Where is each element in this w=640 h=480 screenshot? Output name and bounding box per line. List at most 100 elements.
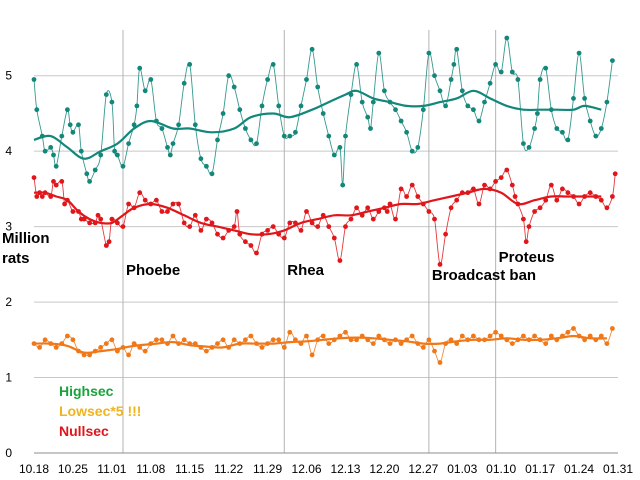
data-point: [498, 175, 504, 181]
data-point: [51, 152, 56, 158]
data-point: [571, 194, 576, 199]
data-point: [181, 220, 187, 226]
data-point: [237, 107, 243, 113]
data-point: [331, 235, 337, 241]
data-point: [548, 333, 554, 339]
data-point: [509, 182, 515, 188]
data-point: [170, 333, 176, 339]
data-point: [420, 345, 426, 350]
data-point: [259, 345, 265, 350]
data-point: [487, 333, 493, 339]
x-tick-label: 11.08: [136, 462, 165, 476]
data-point: [610, 194, 615, 199]
data-point: [70, 129, 76, 135]
data-point: [276, 231, 282, 237]
data-point: [343, 224, 348, 230]
data-point: [170, 201, 176, 207]
data-point: [59, 179, 65, 184]
data-point: [281, 235, 287, 241]
data-point: [142, 197, 148, 203]
data-point: [103, 92, 109, 97]
data-point: [432, 348, 437, 354]
data-point: [537, 77, 543, 82]
data-point: [554, 337, 560, 343]
x-tick-label: 01.17: [525, 462, 555, 476]
data-point: [451, 62, 457, 67]
data-point: [31, 175, 37, 181]
data-point: [393, 337, 398, 343]
data-point: [482, 182, 487, 188]
data-point: [112, 148, 117, 154]
data-point: [126, 201, 131, 207]
data-point: [476, 201, 482, 207]
data-point: [287, 220, 293, 226]
data-point: [159, 209, 165, 214]
data-point: [159, 126, 165, 131]
data-point: [604, 99, 610, 105]
data-point: [87, 352, 92, 358]
data-point: [76, 122, 81, 128]
x-tick-label: 11.29: [253, 462, 282, 476]
data-point: [359, 333, 365, 339]
data-point: [293, 129, 298, 135]
y-tick-label: 2: [5, 295, 12, 309]
data-point: [612, 171, 618, 177]
series-trend-line: [33, 187, 602, 236]
x-tick-label: 10.18: [19, 462, 49, 476]
legend-lowsec: Lowsec*5 !!!: [59, 403, 141, 419]
data-point: [87, 179, 92, 184]
data-point: [176, 201, 182, 207]
data-point: [42, 190, 48, 196]
data-point: [598, 333, 604, 339]
data-point: [498, 333, 504, 339]
data-point: [532, 333, 537, 339]
data-point: [454, 341, 460, 346]
data-point: [476, 337, 482, 343]
data-point: [337, 258, 343, 263]
data-point: [192, 341, 198, 346]
data-point: [320, 212, 326, 218]
data-point: [459, 333, 465, 339]
data-point: [309, 352, 315, 358]
data-point: [331, 152, 337, 158]
data-point: [365, 337, 371, 343]
data-point: [84, 171, 90, 177]
data-point: [515, 337, 521, 343]
data-point: [226, 228, 232, 233]
data-point: [48, 341, 54, 346]
data-point: [243, 337, 248, 343]
data-point: [154, 118, 159, 124]
data-point: [220, 111, 226, 116]
data-point: [326, 341, 332, 346]
data-point: [220, 337, 226, 343]
data-point: [493, 179, 498, 184]
data-point: [571, 326, 576, 331]
data-point: [48, 145, 54, 150]
data-point: [126, 352, 131, 358]
data-point: [604, 341, 610, 346]
data-point: [348, 92, 354, 97]
data-point: [265, 341, 270, 346]
data-point: [53, 345, 59, 350]
data-point: [476, 118, 482, 124]
data-point: [432, 216, 437, 222]
series-trend-line: [33, 334, 607, 354]
data-point: [493, 329, 498, 335]
data-point: [198, 156, 204, 162]
data-point: [87, 220, 92, 226]
data-point: [610, 326, 615, 331]
data-point: [115, 348, 120, 354]
data-point: [443, 231, 448, 237]
data-point: [120, 224, 126, 230]
data-point: [167, 152, 173, 158]
event-annotation: Proteus: [499, 249, 555, 266]
data-point: [459, 88, 465, 94]
data-point: [220, 235, 226, 241]
data-point: [103, 243, 109, 248]
data-point: [587, 118, 593, 124]
data-point: [276, 337, 282, 343]
gridlines: [34, 75, 618, 379]
data-point: [576, 333, 582, 339]
data-point: [404, 337, 409, 343]
data-point: [537, 205, 543, 211]
